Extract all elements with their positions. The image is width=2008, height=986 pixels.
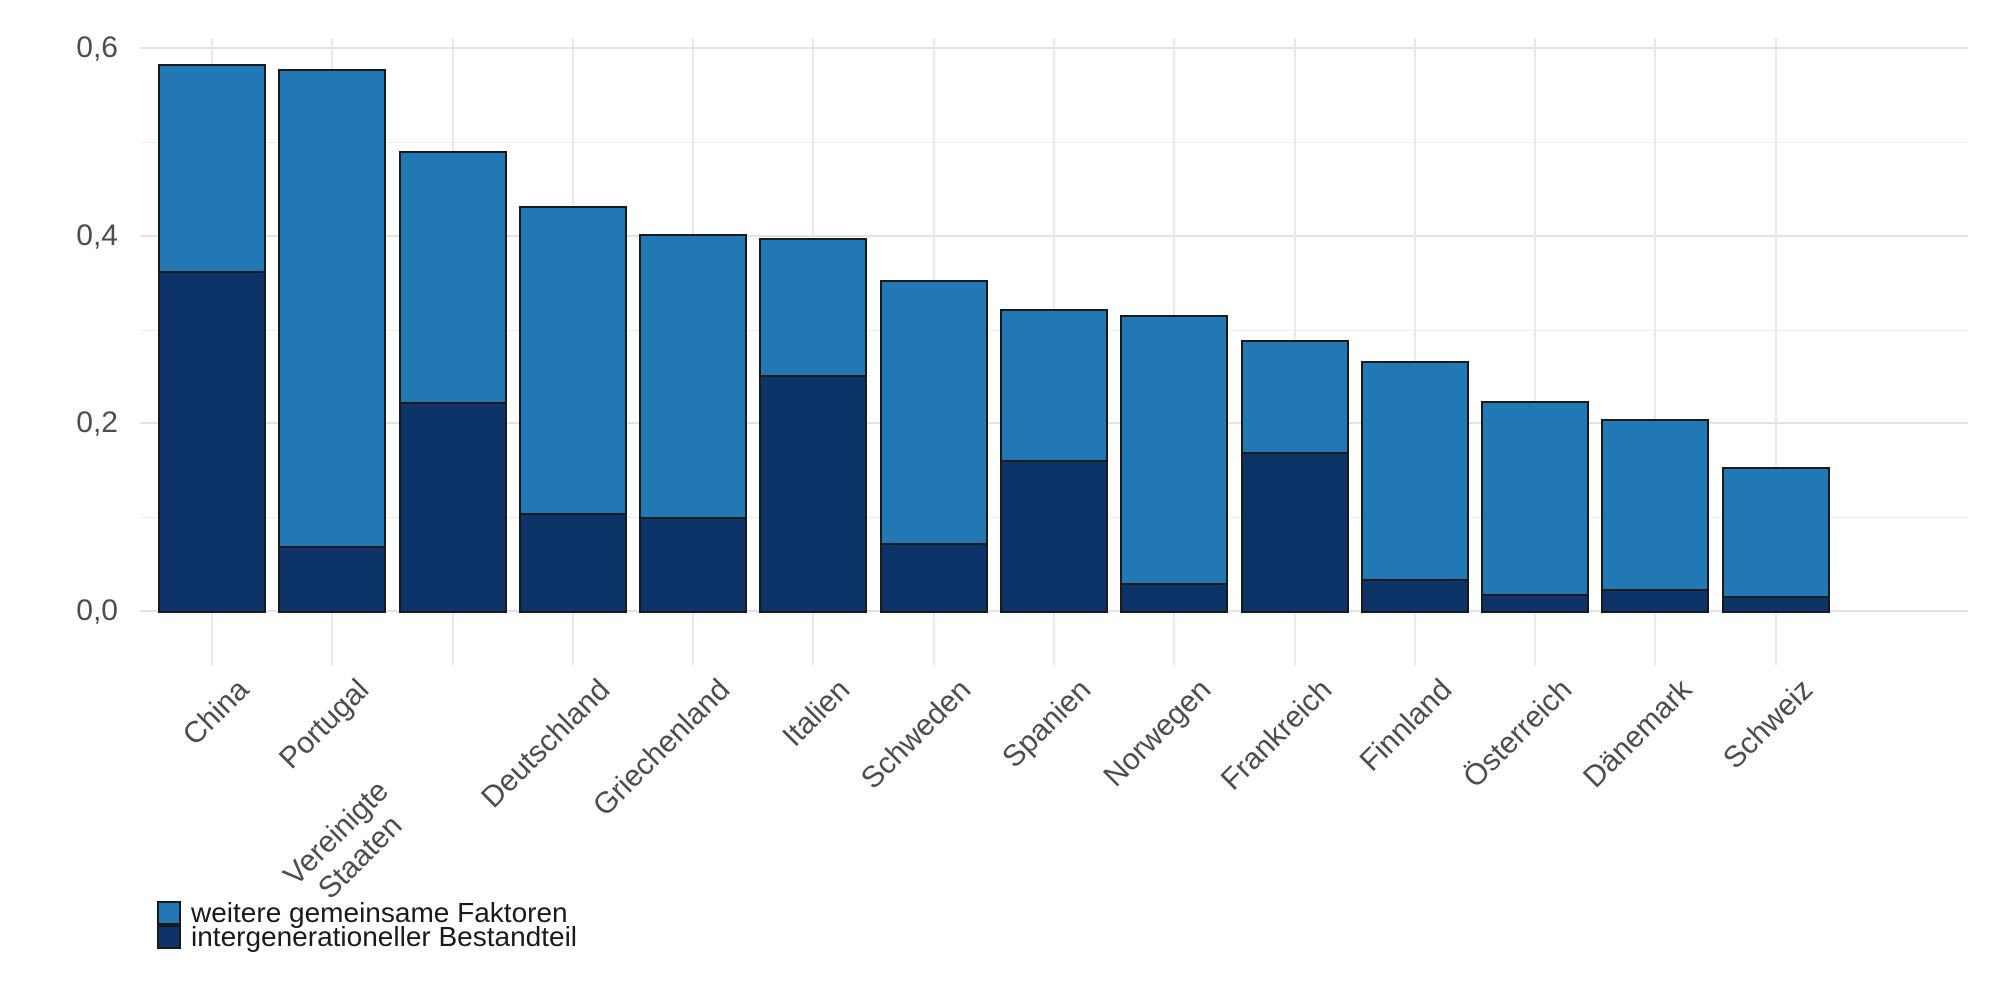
bar-dänemark [1601, 419, 1709, 613]
bar-segment-intergenerational [278, 546, 386, 613]
bar-schweden [880, 280, 988, 613]
bar-segment-intergenerational [759, 375, 867, 613]
legend-label-weitere-gemeinsame-faktoren: weitere gemeinsame Faktoren [191, 897, 568, 928]
bar-segment-weitere-faktoren [1241, 340, 1349, 454]
bar-segment-intergenerational [519, 513, 627, 613]
bar-segment-intergenerational [1241, 452, 1349, 613]
legend-swatch-dark-navy [157, 925, 181, 949]
bar-segment-intergenerational [1120, 583, 1228, 613]
bar-finnland [1361, 361, 1469, 613]
bar-segment-weitere-faktoren [880, 280, 988, 545]
bar-segment-intergenerational [880, 543, 988, 613]
bar-segment-weitere-faktoren [639, 234, 747, 519]
y-axis-tick-label-0,4: 0,4 [76, 218, 118, 252]
legend-label-intergenerationeller-bestandteil: intergenerationeller Bestandteil [191, 921, 578, 952]
plot-panel [140, 38, 1968, 665]
bar-segment-intergenerational [1601, 589, 1709, 613]
bar-segment-weitere-faktoren [399, 151, 507, 404]
bar-segment-weitere-faktoren [1000, 309, 1108, 462]
bar-italien [759, 238, 867, 613]
y-axis-tick-label-0,6: 0,6 [76, 31, 118, 65]
bar-segment-weitere-faktoren [1722, 467, 1830, 598]
bar-spanien [1000, 309, 1108, 613]
gridline-category-13 [1775, 38, 1777, 665]
bar-segment-weitere-faktoren [759, 238, 867, 377]
bar-norwegen [1120, 315, 1228, 613]
gridline-category-11 [1534, 38, 1536, 665]
bar-segment-weitere-faktoren [519, 206, 627, 515]
gridline-category-10 [1414, 38, 1416, 665]
bar-vereinigte-staaten [399, 151, 507, 613]
bar-griechenland [639, 234, 747, 613]
bar-segment-intergenerational [399, 402, 507, 613]
bar-segment-weitere-faktoren [1481, 401, 1589, 596]
bar-segment-weitere-faktoren [158, 64, 266, 273]
bar-segment-weitere-faktoren [278, 69, 386, 548]
bar-segment-weitere-faktoren [1120, 315, 1228, 585]
bar-portugal [278, 69, 386, 613]
legend-item-weitere-gemeinsame-faktoren: weitere gemeinsame Faktoren [157, 897, 577, 928]
legend-swatch-light-blue [157, 901, 181, 925]
bar-segment-weitere-faktoren [1601, 419, 1709, 591]
legend: weitere gemeinsame Faktoren intergenerat… [157, 897, 577, 952]
bar-segment-intergenerational [1722, 596, 1830, 613]
bar-china [158, 64, 266, 613]
bar-deutschland [519, 206, 627, 613]
bar-segment-weitere-faktoren [1361, 361, 1469, 581]
bar-segment-intergenerational [1481, 594, 1589, 613]
y-axis-tick-label-0,2: 0,2 [76, 406, 118, 440]
bar-österreich [1481, 401, 1589, 613]
bar-segment-intergenerational [1000, 460, 1108, 613]
bar-frankreich [1241, 340, 1349, 613]
bar-schweiz [1722, 467, 1830, 613]
bar-segment-intergenerational [639, 517, 747, 613]
y-axis-tick-label-0,0: 0,0 [76, 594, 118, 627]
bar-segment-intergenerational [158, 271, 266, 613]
legend-item-intergenerationeller-bestandteil: intergenerationeller Bestandteil [157, 921, 577, 952]
bar-segment-intergenerational [1361, 579, 1469, 613]
gridline-category-12 [1654, 38, 1656, 665]
